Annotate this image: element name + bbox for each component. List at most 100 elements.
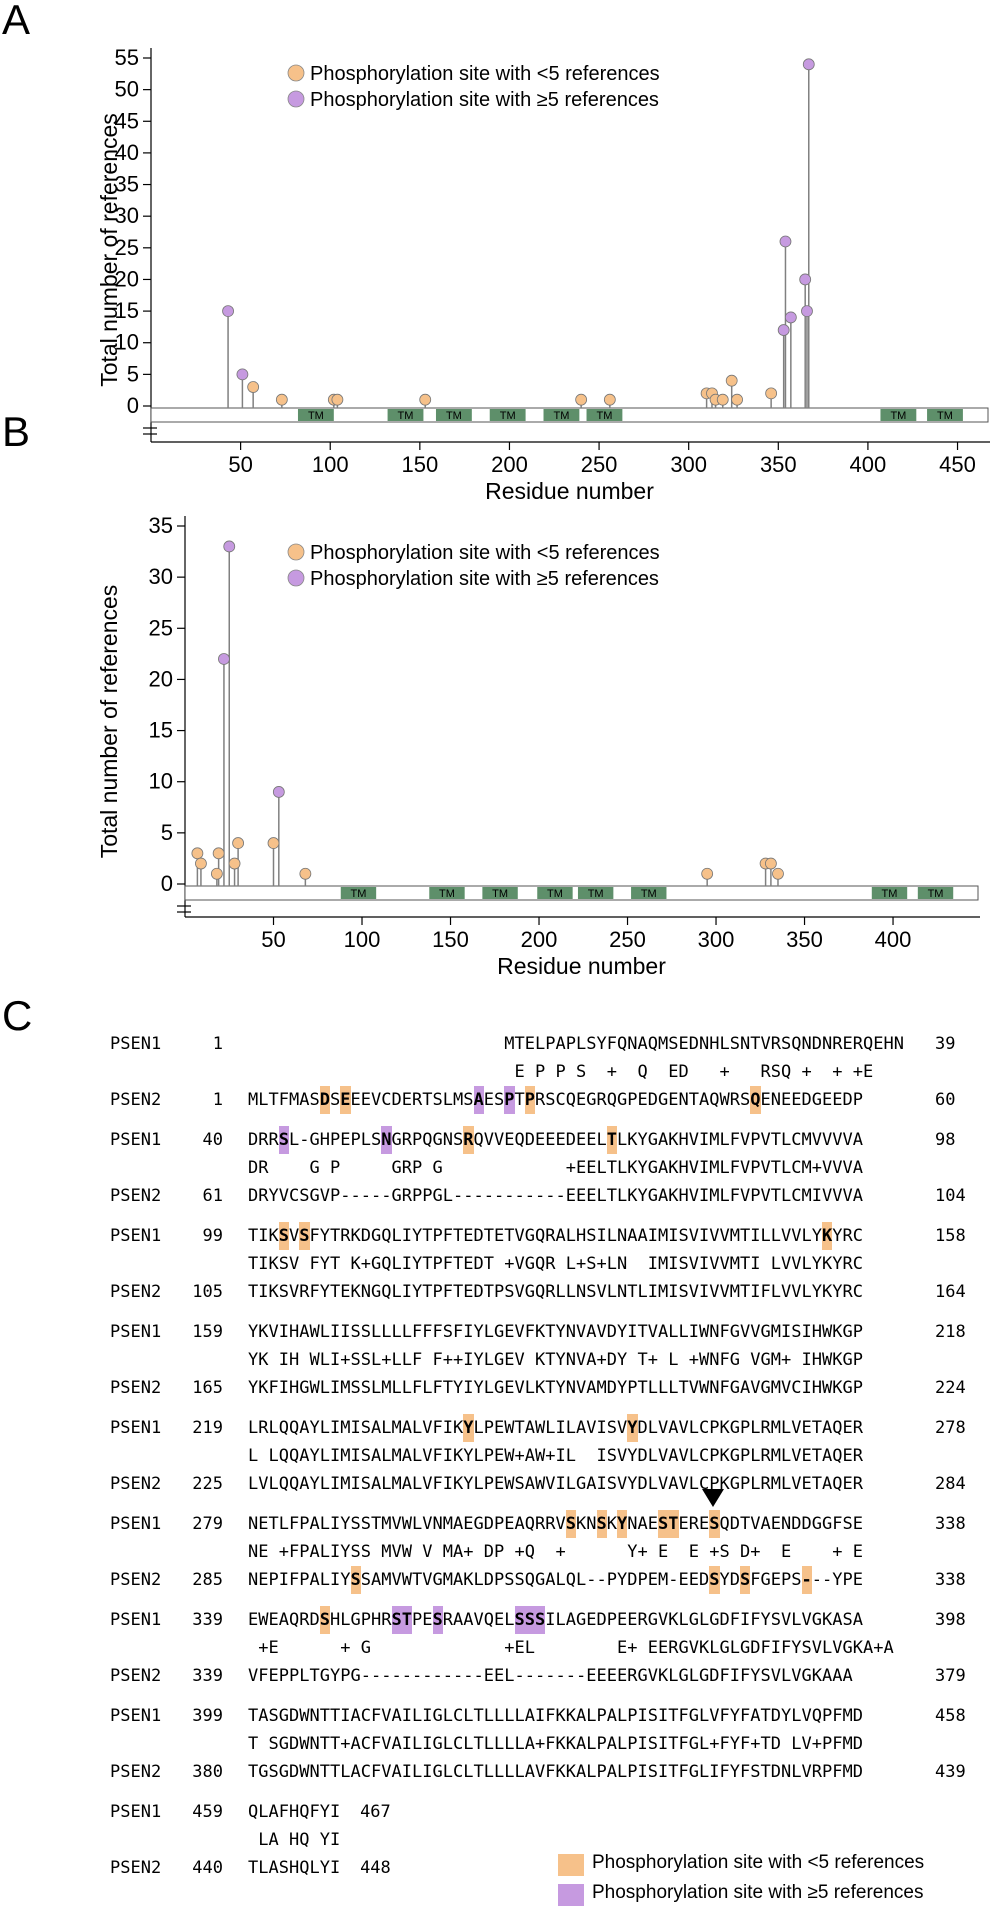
tm-domain: [537, 887, 573, 899]
legend-swatch-low: [558, 1854, 584, 1876]
x-tick-label: 350: [786, 927, 823, 952]
phospho-site-high: S: [278, 1126, 289, 1154]
phospho-site-low: Y: [463, 1414, 474, 1442]
start-position: 165: [192, 1378, 223, 1398]
end-position: 458: [935, 1706, 966, 1726]
y-tick-label: 20: [149, 666, 173, 691]
site-point-low: [575, 393, 588, 406]
legend-label-low: Phosphorylation site with <5 references: [310, 63, 660, 85]
tm-domain: [880, 409, 917, 421]
x-tick-label: 100: [312, 452, 349, 477]
target-row: TLASHQLYI: [248, 1858, 341, 1878]
tm-domain: [927, 409, 963, 421]
phospho-site-low: S: [299, 1222, 310, 1250]
site-point-low: [772, 867, 784, 880]
protein-name: PSEN2: [110, 1090, 162, 1110]
site-point-high: [272, 786, 285, 798]
tm-domain-label: TM: [547, 888, 563, 900]
site-point-low: [701, 867, 714, 880]
tm-domain-label: TM: [398, 410, 414, 422]
tm-domain-label: TM: [500, 410, 516, 422]
y-tick-label: 30: [149, 564, 173, 589]
end-position: 379: [935, 1666, 966, 1686]
query-row: TASGDWNTTIACFVAILIGLCLTLLLLAIFKKALPALPIS…: [248, 1706, 863, 1726]
y-tick-label: 10: [115, 330, 139, 355]
target-row: TGSGDWNTTLACFVAILIGLCLTLLLLAVFKKALPALPIS…: [248, 1762, 863, 1782]
target-row: TIKSVRFYTEKNGQLIYTPFTEDTPSVGQRLLNSVLNTLI…: [248, 1282, 863, 1302]
highlight-arrow-icon: [702, 1489, 725, 1507]
site-point-low: [731, 393, 743, 406]
y-tick-label: 55: [115, 45, 139, 70]
legend-marker-high: [287, 90, 305, 108]
phospho-site-low: T: [668, 1510, 679, 1538]
tm-domain: [871, 887, 908, 899]
phospho-site-low: Q: [750, 1086, 761, 1114]
phospho-site-low: S: [740, 1566, 751, 1594]
start-position: 40: [202, 1130, 223, 1150]
panel-label-b: B: [2, 408, 31, 455]
phospho-site-high: S: [391, 1606, 402, 1634]
protein-name: PSEN2: [110, 1666, 162, 1686]
tm-domain: [340, 887, 377, 899]
x-tick-label: 400: [875, 927, 912, 952]
protein-name: PSEN1: [110, 1802, 162, 1822]
end-position: 104: [935, 1186, 966, 1206]
start-position: 159: [192, 1322, 223, 1342]
query-row: YKVIHAWLIISSLLLLFFFSFIYLGEVFKTYNVAVDYITV…: [248, 1322, 863, 1342]
protein-name: PSEN1: [110, 1418, 162, 1438]
y-tick-label: 45: [115, 108, 139, 133]
y-tick-label: 35: [149, 513, 173, 538]
start-position: 1: [212, 1034, 223, 1054]
target-row: LVLQQAYLIMISALMALVFIKYLPEWSAWVILGAISVYDL…: [248, 1474, 863, 1494]
y-axis-title: Total number of references: [96, 113, 122, 387]
site-point-low: [716, 393, 729, 406]
site-point-low: [195, 857, 207, 870]
y-tick-label: 0: [127, 393, 139, 418]
start-position: 339: [192, 1666, 223, 1686]
site-point-low: [228, 857, 241, 870]
phospho-site-high: T: [401, 1606, 412, 1634]
site-point-low: [331, 393, 344, 406]
protein-name: PSEN1: [110, 1130, 162, 1150]
phospho-site-low: Y: [627, 1414, 638, 1442]
protein-name: PSEN2: [110, 1858, 162, 1878]
site-point-low: [419, 393, 432, 406]
tm-domain: [586, 409, 623, 421]
legend-label-high: Phosphorylation site with ≥5 references: [592, 1882, 924, 1903]
tm-domain-label: TM: [553, 410, 569, 422]
tm-domain-label: TM: [597, 410, 613, 422]
y-tick-label: 10: [149, 769, 173, 794]
site-point-high: [223, 540, 236, 553]
start-position: 339: [192, 1610, 223, 1630]
target-row: MLTFMASDSEEEVCDERTSLMSAESPTPRSCQEGRQGPED…: [248, 1086, 863, 1114]
tm-domain-label: TM: [890, 410, 906, 422]
legend-label-low: Phosphorylation site with <5 references: [310, 542, 660, 564]
protein-name: PSEN1: [110, 1610, 162, 1630]
legend-swatch-high: [558, 1884, 584, 1906]
match-row: TIKSV FYT K+GQLIYTPFTEDT +VGQR L+S+LN IM…: [248, 1254, 863, 1274]
tm-domain: [631, 887, 667, 899]
end-position: 98: [935, 1130, 956, 1150]
tm-domain: [435, 409, 472, 421]
site-point-high: [222, 305, 234, 317]
site-point-low: [299, 867, 312, 880]
phospho-site-low: S: [565, 1510, 576, 1538]
end-position: 398: [935, 1610, 966, 1630]
site-point-low: [765, 387, 778, 400]
phospho-site-high: A: [473, 1086, 484, 1114]
tm-domain: [429, 887, 465, 899]
match-row: LA HQ YI: [258, 1830, 341, 1850]
tm-domain-label: TM: [937, 410, 953, 422]
site-point-low: [603, 393, 616, 406]
protein-name: PSEN2: [110, 1282, 162, 1302]
x-tick-label: 300: [698, 927, 735, 952]
end-position: 278: [935, 1418, 966, 1438]
protein-name: PSEN2: [110, 1570, 162, 1590]
site-point-low: [210, 867, 223, 880]
start-position: 99: [202, 1226, 223, 1246]
query-row: TIKSVSFYTRKDGQLIYTPFTEDTETVGQRALHSILNAAI…: [248, 1222, 863, 1250]
start-position: 279: [192, 1514, 223, 1534]
protein-name: PSEN1: [110, 1514, 162, 1534]
x-tick-label: 150: [432, 927, 469, 952]
x-tick-label: 100: [344, 927, 381, 952]
